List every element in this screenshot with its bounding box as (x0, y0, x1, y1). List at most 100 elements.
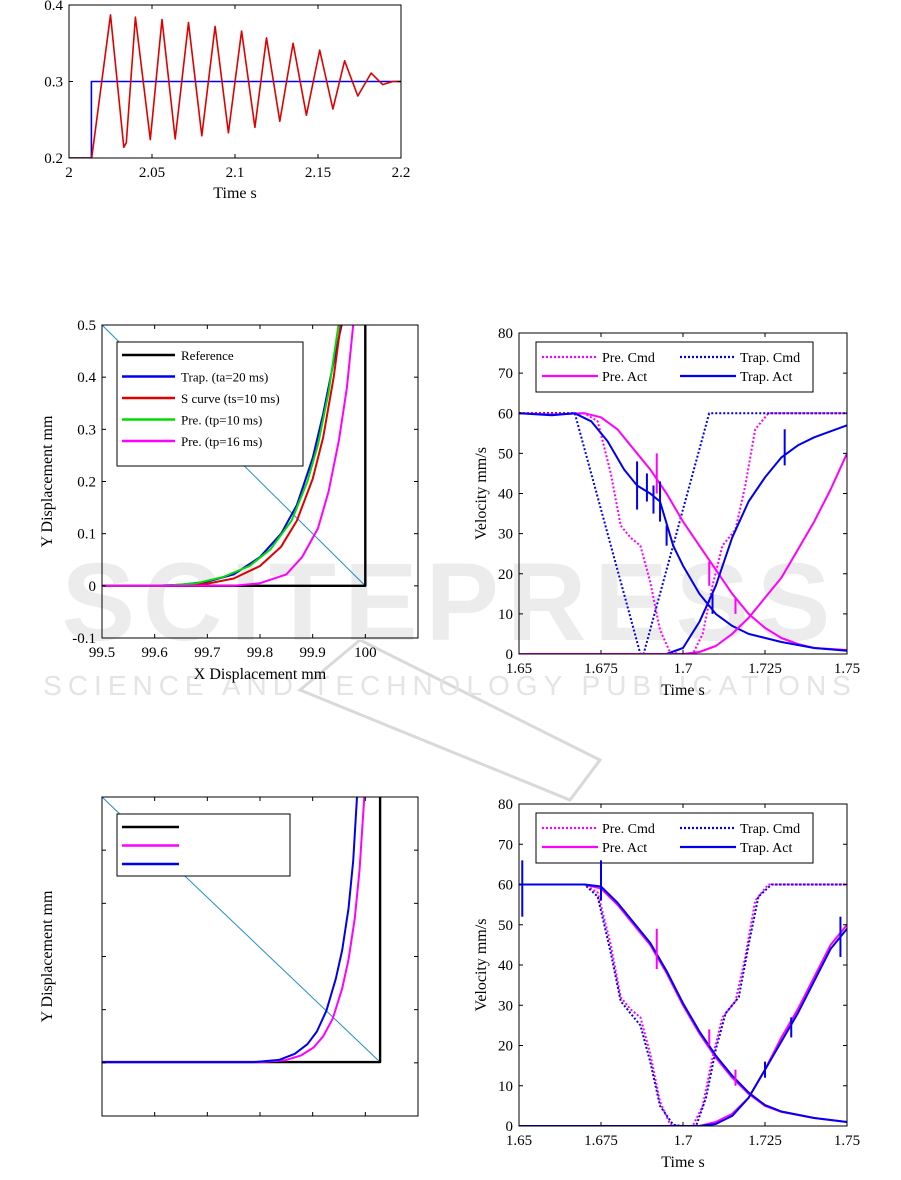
series-line-trap-act (519, 883, 847, 1123)
x-tick-label: 1.675 (584, 1133, 618, 1149)
legend-box (116, 341, 304, 467)
series-line-trace-5 (519, 452, 847, 654)
x-tick-label: 2.2 (392, 165, 411, 181)
x-tick-label: 99.8 (247, 645, 273, 661)
y-tick-label: 10 (498, 607, 513, 623)
series-group (102, 325, 367, 587)
legend-label: Trap. (ta=20 ms) (181, 370, 268, 385)
y-tick-label: 50 (498, 446, 513, 462)
x-tick-label: 1.75 (834, 661, 860, 677)
y-tick-label: 0 (506, 1119, 514, 1135)
series-line-trap-cmd (519, 412, 847, 654)
legend-label: Pre. (tp=16 ms) (181, 434, 262, 449)
x-tick-label: 2.05 (139, 165, 165, 181)
x-tick-label: 1.7 (674, 1133, 693, 1149)
series-line-s-curve-ts-10-ms- (102, 325, 342, 587)
legend-label: Pre. Act (602, 841, 647, 856)
y-tick-label: 80 (498, 326, 513, 342)
y-tick-label: 0.3 (44, 75, 63, 91)
x-tick-label: 1.725 (748, 1133, 782, 1149)
y-tick-label: 60 (498, 878, 513, 894)
x-tick-label: 1.7 (674, 661, 693, 677)
y-tick-label: 80 (498, 797, 513, 813)
series-line-trace-1 (102, 797, 366, 1064)
x-tick-label: 2 (65, 165, 73, 181)
y-tick-label: 70 (498, 837, 513, 853)
legend (116, 813, 291, 877)
series-line-trace-5 (519, 928, 847, 1126)
x-tick-label: 1.725 (748, 661, 782, 677)
y-tick-label: 40 (498, 958, 513, 974)
y-tick-label: 50 (498, 918, 513, 934)
legend-label: Reference (181, 348, 234, 363)
x-axis-label: Time s (661, 682, 704, 699)
y-tick-label: 0.4 (77, 370, 96, 386)
chart-vel2: 1.65 1.675 1.7 1.725 1.75 0 10 20 30 40 50 60 70 80 Ti… (473, 797, 860, 1171)
y-tick-label: 30 (498, 527, 513, 543)
y-tick-label: 0.3 (77, 422, 96, 438)
series-group (102, 797, 382, 1064)
x-tick-label: 99.5 (89, 645, 115, 661)
x-tick-label: 99.9 (300, 645, 326, 661)
spike-group (655, 453, 737, 614)
x-tick-label: 1.675 (584, 661, 618, 677)
legend: Pre. Cmd Trap. Cmd Pre. Act Trap. Act (535, 341, 814, 393)
series-line-trace-4 (519, 924, 847, 1126)
legend-label: Trap. Act (740, 841, 792, 856)
y-tick-label: 0.2 (44, 151, 63, 167)
legend-label: Trap. Act (740, 370, 792, 385)
y-tick-label: 0 (89, 579, 97, 595)
legend-label: Trap. Cmd (740, 822, 800, 837)
x-axis-label: Time s (661, 1154, 704, 1171)
legend-box (535, 812, 814, 864)
series-line-pre-tp-10-ms- (102, 325, 340, 587)
y-tick-label: 0.5 (77, 318, 96, 334)
spike-group (521, 860, 842, 1078)
x-tick-label: 99.6 (142, 645, 169, 661)
legend-label: Pre. Cmd (602, 822, 655, 837)
y-tick-label: 70 (498, 366, 513, 382)
y-axis-label: Y Displacement mm (39, 890, 56, 1022)
series-group (519, 883, 847, 1126)
x-tick-label: 1.65 (506, 1133, 532, 1149)
y-tick-label: 20 (498, 567, 513, 583)
y-tick-label: 20 (498, 1039, 513, 1055)
legend-label: Pre. Cmd (602, 351, 655, 366)
x-axis-label: Time s (213, 185, 256, 202)
chart-step: 2 2.05 2.1 2.15 2.2 0.2 0.3 0.4 Time s (44, 0, 410, 202)
chart-xy1: 99.5 99.6 99.7 99.8 99.9 100 -0.1 0 0.1 0.2 0.3 0.4… (39, 318, 419, 683)
x-tick-label: 99.7 (194, 645, 221, 661)
y-tick-label: 40 (498, 487, 513, 503)
y-tick-label: 0.4 (44, 0, 63, 14)
y-tick-label: 30 (498, 998, 513, 1014)
chart-vel1: 1.65 1.675 1.7 1.725 1.75 0 10 20 30 40 50 60 70 80 Ti… (473, 326, 860, 699)
y-tick-label: 10 (498, 1079, 513, 1095)
y-tick-label: 0.2 (77, 475, 96, 491)
series-line-pre-act (519, 412, 847, 651)
chart-xy2: Y Displacement mm (39, 796, 419, 1117)
watermark-text: SCITEPRESS (62, 541, 839, 664)
watermark-subtext: SCIENCE AND TECHNOLOGY PUBLICATIONS (43, 670, 857, 701)
y-axis-label: Y Displacement mm (39, 415, 56, 547)
y-tick-label: -0.1 (72, 631, 96, 647)
x-tick-label: 1.75 (834, 1133, 860, 1149)
charts-layer: 2 2.05 2.1 2.15 2.2 0.2 0.3 0.4 Time s 99.5 99.6 99… (39, 0, 860, 1171)
legend: Pre. Cmd Trap. Cmd Pre. Act Trap. Act (535, 812, 814, 864)
watermark: SCITEPRESS SCIENCE AND TECHNOLOGY PUBLIC… (43, 541, 857, 802)
watermark-shape (297, 638, 603, 802)
legend-label: Pre. Act (602, 370, 647, 385)
x-tick-label: 2.15 (305, 165, 331, 181)
x-tick-label: 1.65 (506, 661, 532, 677)
legend-box (535, 341, 814, 393)
legend-label: Pre. (tp=10 ms) (181, 413, 262, 428)
y-tick-label: 60 (498, 406, 513, 422)
legend: Reference Trap. (ta=20 ms) S curve (ts=10 … (116, 341, 304, 467)
y-axis-label: Velocity mm/s (473, 447, 490, 540)
series-line-pre-cmd (519, 412, 847, 654)
x-tick-label: 100 (354, 645, 377, 661)
spike-group (655, 928, 737, 1086)
x-axis-label: X Displacement mm (194, 666, 327, 683)
x-tick-label: 2.1 (226, 165, 245, 181)
series-line-trace-2 (102, 797, 358, 1064)
